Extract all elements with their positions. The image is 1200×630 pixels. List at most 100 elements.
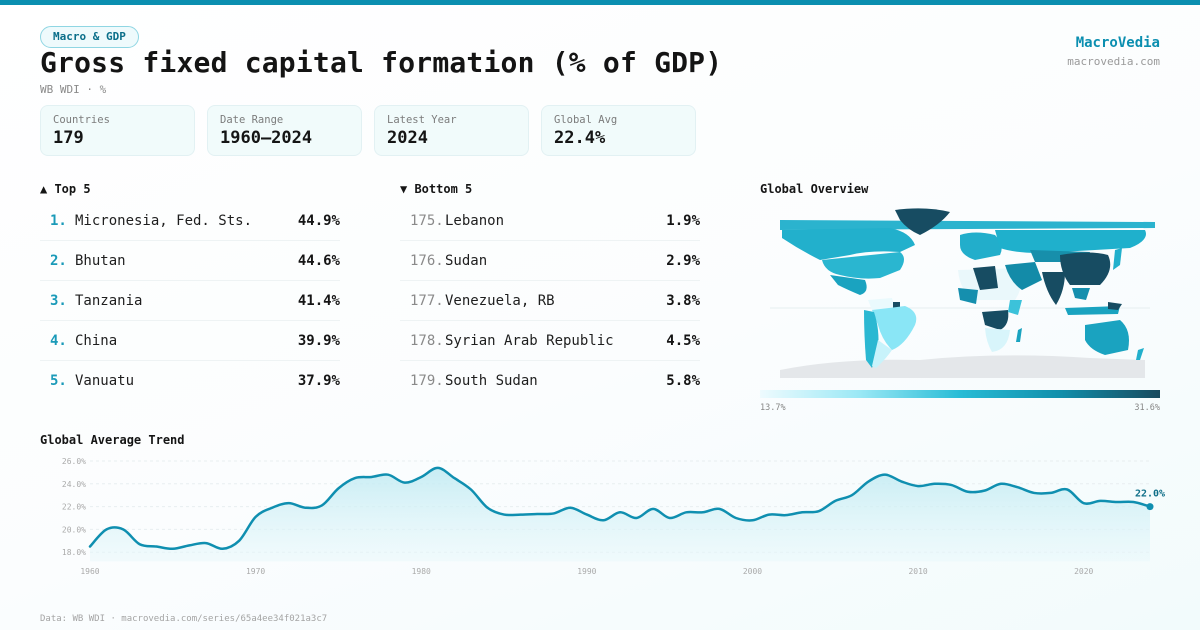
x-tick-label: 1980 <box>412 567 431 576</box>
last-value-label: 22.0% <box>1135 489 1165 500</box>
stat-value: 179 <box>53 128 84 148</box>
region-southeast-asia[interactable] <box>1072 288 1090 300</box>
country-name: Sudan <box>445 252 488 269</box>
last-point-marker[interactable] <box>1146 503 1154 511</box>
country-value: 41.4% <box>297 292 340 309</box>
list-item[interactable]: 175. Lebanon 1.9% <box>400 201 700 241</box>
x-tick-label: 2020 <box>1074 567 1093 576</box>
rank-number: 3. <box>50 292 67 309</box>
list-item[interactable]: 1. Micronesia, Fed. Sts. 44.9% <box>40 201 340 241</box>
region-australia[interactable] <box>1085 320 1129 355</box>
region-russia[interactable] <box>995 230 1146 253</box>
country-name: Venezuela, RB <box>445 292 555 309</box>
list-item[interactable]: 176. Sudan 2.9% <box>400 241 700 281</box>
region-southern-africa[interactable] <box>985 328 1010 352</box>
brand-name[interactable]: MacroVedia <box>1075 35 1160 51</box>
stat-label: Global Avg <box>554 114 618 126</box>
x-tick-label: 2000 <box>743 567 762 576</box>
brand: MacroVedia macrovedia.com <box>1067 35 1160 68</box>
region-east-africa[interactable] <box>1008 300 1022 315</box>
world-map[interactable] <box>760 200 1160 380</box>
region-europe[interactable] <box>960 232 1002 261</box>
country-name: Micronesia, Fed. Sts. <box>75 212 253 229</box>
top-accent-bar <box>0 0 1200 5</box>
region-venezuela[interactable] <box>868 298 895 310</box>
footer-source[interactable]: Data: WB WDI · macrovedia.com/series/65a… <box>40 614 328 624</box>
trend-area <box>90 467 1150 562</box>
stat-card-global-avg: Global Avg 22.4% <box>541 105 696 156</box>
stat-value: 22.4% <box>554 128 606 148</box>
region-algeria[interactable] <box>973 266 998 290</box>
top5-heading: ▲ Top 5 <box>40 182 91 196</box>
country-name: Lebanon <box>445 212 505 229</box>
country-value: 3.8% <box>666 292 700 309</box>
region-india[interactable] <box>1042 272 1065 305</box>
y-tick-label: 24.0% <box>62 480 86 489</box>
list-item[interactable]: 3. Tanzania 41.4% <box>40 281 340 321</box>
stat-cards: Countries 179 Date Range 1960–2024 Lates… <box>40 105 696 156</box>
trend-chart[interactable]: 22.0% 18.0% 20.0% 22.0% 24.0% 26.0% 1960 1970… <box>0 450 1200 580</box>
stat-card-countries: Countries 179 <box>40 105 195 156</box>
x-tick-label: 1970 <box>246 567 265 576</box>
list-item[interactable]: 179. South Sudan 5.8% <box>400 361 700 401</box>
category-pill[interactable]: Macro & GDP <box>40 26 139 48</box>
region-new-zealand[interactable] <box>1136 348 1144 360</box>
country-value: 39.9% <box>297 332 340 349</box>
stat-value: 2024 <box>387 128 428 148</box>
rank-number: 1. <box>50 212 67 229</box>
region-argentina[interactable] <box>872 340 892 368</box>
region-antarctica[interactable] <box>780 355 1145 378</box>
country-value: 2.9% <box>666 252 700 269</box>
list-item[interactable]: 2. Bhutan 44.6% <box>40 241 340 281</box>
x-tick-label: 1960 <box>80 567 99 576</box>
region-andes[interactable] <box>864 310 879 368</box>
trend-title: Global Average Trend <box>40 433 185 447</box>
bottom5-list: 175. Lebanon 1.9% 176. Sudan 2.9% 177. V… <box>400 201 700 401</box>
country-name: South Sudan <box>445 373 538 389</box>
y-tick-label: 18.0% <box>62 548 86 557</box>
region-central-africa[interactable] <box>982 310 1009 330</box>
rank-number: 179. <box>410 373 444 389</box>
brand-url[interactable]: macrovedia.com <box>1067 55 1160 68</box>
region-guyana[interactable] <box>893 302 900 308</box>
country-name: Bhutan <box>75 252 126 269</box>
region-indonesia[interactable] <box>1065 306 1120 315</box>
map-legend-gradient <box>760 390 1160 398</box>
region-brazil[interactable] <box>872 306 917 350</box>
country-value: 37.9% <box>297 373 340 389</box>
top5-list: 1. Micronesia, Fed. Sts. 44.9% 2. Bhutan… <box>40 201 340 401</box>
rank-number: 5. <box>50 373 67 389</box>
rank-number: 178. <box>410 332 444 349</box>
list-item[interactable]: 178. Syrian Arab Republic 4.5% <box>400 321 700 361</box>
stat-value: 1960–2024 <box>220 128 313 148</box>
rank-number: 175. <box>410 212 444 229</box>
country-name: Tanzania <box>75 292 143 309</box>
region-madagascar[interactable] <box>1016 328 1022 342</box>
y-tick-label: 20.0% <box>62 525 86 534</box>
list-item[interactable]: 177. Venezuela, RB 3.8% <box>400 281 700 321</box>
region-japan[interactable] <box>1113 248 1122 270</box>
country-value: 1.9% <box>666 212 700 229</box>
list-item[interactable]: 4. China 39.9% <box>40 321 340 361</box>
page-title: Gross fixed capital formation (% of GDP) <box>40 46 723 79</box>
list-item[interactable]: 5. Vanuatu 37.9% <box>40 361 340 401</box>
stat-label: Countries <box>53 114 110 126</box>
region-arctic-strip[interactable] <box>780 220 1155 230</box>
region-middle-east[interactable] <box>1005 262 1042 290</box>
stat-card-date-range: Date Range 1960–2024 <box>207 105 362 156</box>
region-west-africa[interactable] <box>958 288 978 304</box>
region-canada[interactable] <box>782 228 915 260</box>
y-tick-label: 22.0% <box>62 503 86 512</box>
region-mexico[interactable] <box>830 275 867 295</box>
country-name: China <box>75 332 118 349</box>
region-papua[interactable] <box>1108 302 1122 310</box>
country-name: Vanuatu <box>75 373 135 389</box>
region-greenland[interactable] <box>895 208 950 235</box>
country-value: 5.8% <box>666 373 700 389</box>
y-tick-label: 26.0% <box>62 457 86 466</box>
stat-card-latest-year: Latest Year 2024 <box>374 105 529 156</box>
x-axis-ticks: 1960 1970 1980 1990 2000 2010 2020 <box>80 567 1093 576</box>
rank-number: 4. <box>50 332 67 349</box>
region-usa[interactable] <box>822 252 904 279</box>
region-china[interactable] <box>1060 252 1111 286</box>
